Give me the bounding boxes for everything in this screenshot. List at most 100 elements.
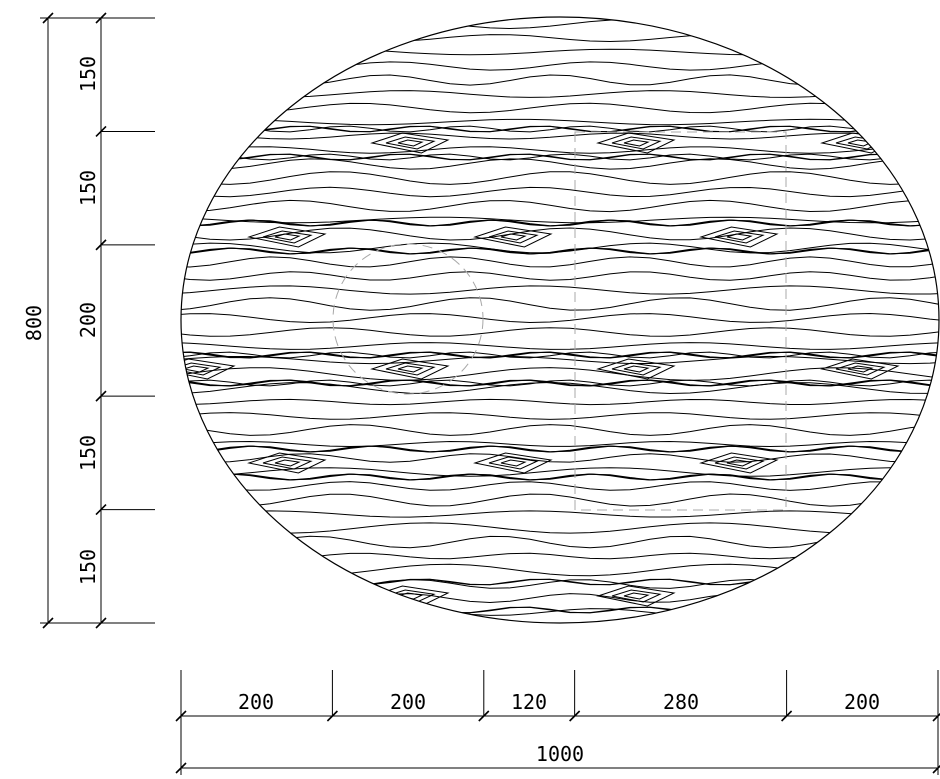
- grain-line: [181, 285, 939, 295]
- height-tick-mark: [95, 390, 107, 402]
- wood-knot: [274, 459, 301, 467]
- wood-knot: [611, 362, 662, 376]
- height-tick-mark: [95, 617, 107, 629]
- grain-line: [181, 297, 939, 311]
- grain-line: [181, 146, 939, 154]
- wood-knot: [488, 230, 539, 244]
- overall-height-tick-mark: [42, 12, 54, 24]
- horizontal-dim-label-4: 280: [663, 690, 699, 714]
- wood-knot: [183, 365, 210, 373]
- grain-line: [181, 424, 939, 436]
- horizontal-dimension-chain: [175, 670, 940, 775]
- grain-line: [181, 34, 939, 43]
- wood-knot: [473, 452, 553, 474]
- vertical-dimension-chain: [40, 12, 155, 629]
- wood-knot: [247, 226, 327, 248]
- grain-line: [181, 312, 939, 324]
- wood-knot: [820, 358, 900, 380]
- horizontal-dim-label-5: 200: [844, 690, 880, 714]
- grain-line: [181, 563, 939, 577]
- wood-knot: [726, 233, 753, 241]
- wood-knot: [726, 459, 753, 467]
- wood-knot: [385, 362, 436, 376]
- dashed-circle-guide: [332, 243, 484, 395]
- grain-line: [181, 578, 939, 590]
- grain-line: [181, 367, 939, 381]
- wood-knot: [714, 456, 765, 470]
- overall-height-tick-mark: [42, 617, 54, 629]
- wood-knot: [699, 226, 779, 248]
- grain-line: [181, 199, 939, 213]
- grain-line: [181, 153, 939, 161]
- overall-width-label: 1000: [536, 742, 584, 766]
- grain-line: [181, 398, 939, 406]
- grain-line: [181, 327, 939, 337]
- grain-line: [181, 440, 939, 448]
- wood-knot: [611, 136, 662, 150]
- horizontal-dim-label-3: 120: [511, 690, 547, 714]
- grain-line: [181, 351, 939, 359]
- grain-line: [181, 351, 939, 359]
- overall-width-tick-mark: [932, 764, 940, 774]
- grain-line: [181, 593, 939, 604]
- grain-line: [181, 473, 939, 481]
- width-tick-mark: [175, 710, 187, 722]
- grain-line: [181, 412, 939, 420]
- grain-line: [181, 535, 939, 549]
- wood-knot: [370, 358, 450, 380]
- width-tick-mark: [478, 710, 490, 722]
- wood-knot: [623, 139, 650, 147]
- width-tick-mark: [326, 710, 338, 722]
- overall-height-label: 800: [22, 305, 46, 341]
- grain-line: [181, 552, 939, 560]
- wood-knot: [181, 358, 236, 380]
- wood-knot: [847, 365, 874, 373]
- dashed-rectangle-guide: [574, 131, 787, 511]
- grain-line: [181, 271, 939, 281]
- grain-line: [181, 379, 939, 387]
- elliptical-table-outline: [180, 16, 940, 624]
- grain-line: [181, 125, 939, 133]
- wood-grain-pattern: [181, 18, 939, 616]
- height-tick-mark: [95, 503, 107, 516]
- grain-line: [181, 125, 939, 133]
- grain-line: [181, 153, 939, 161]
- width-tick-mark: [569, 710, 581, 722]
- grain-line: [181, 247, 939, 255]
- grain-line: [181, 256, 939, 268]
- wood-knot: [714, 230, 765, 244]
- grain-line: [181, 74, 939, 86]
- wood-knot: [596, 358, 676, 380]
- grain-line: [181, 61, 939, 71]
- grain-line: [181, 453, 939, 463]
- grain-line: [181, 90, 939, 98]
- grain-line: [181, 158, 939, 170]
- vertical-dim-label-1: 150: [76, 56, 100, 92]
- vertical-dim-label-5: 150: [76, 549, 100, 585]
- width-tick-mark: [932, 712, 940, 722]
- grain-line: [181, 102, 939, 114]
- wood-knot: [835, 362, 886, 376]
- width-tick-mark: [781, 710, 793, 722]
- wood-knot: [274, 233, 301, 241]
- grain-line: [181, 216, 939, 224]
- wood-knot: [262, 230, 313, 244]
- overall-width-tick-mark: [175, 762, 187, 774]
- wood-knot: [623, 365, 650, 373]
- grain-line: [181, 606, 939, 614]
- wood-knot: [385, 136, 436, 150]
- wood-knot: [247, 452, 327, 474]
- wood-knot: [596, 132, 676, 154]
- grain-line: [181, 445, 939, 453]
- wood-knot: [473, 226, 553, 248]
- grain-line: [181, 467, 939, 477]
- grain-line: [181, 227, 939, 241]
- grain-line: [181, 219, 939, 227]
- wood-knot: [500, 233, 527, 241]
- grain-line: [181, 493, 939, 507]
- vertical-dim-label-4: 150: [76, 435, 100, 471]
- grain-line: [181, 171, 939, 185]
- grain-line: [181, 510, 939, 518]
